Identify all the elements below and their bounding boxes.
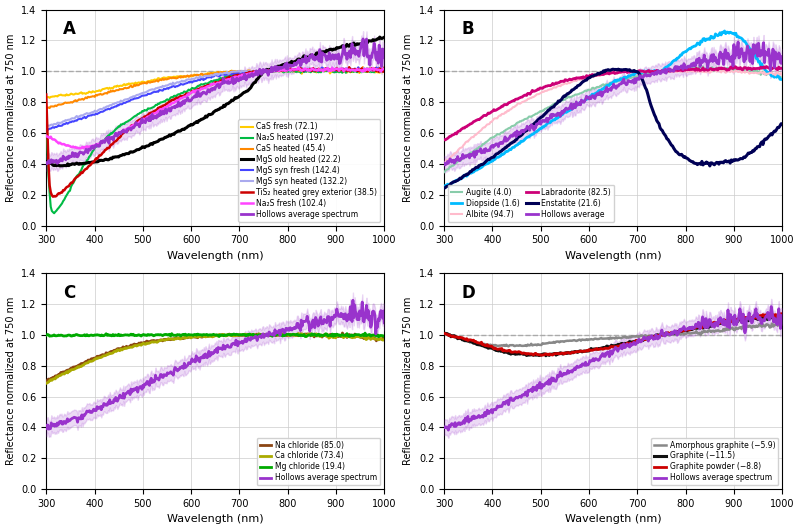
Y-axis label: Reflectance normalized at 750 nm: Reflectance normalized at 750 nm [403, 297, 414, 465]
Legend: CaS fresh (72.1), Na₂S heated (197.2), CaS heated (45.4), MgS old heated (22.2),: CaS fresh (72.1), Na₂S heated (197.2), C… [238, 119, 381, 222]
Y-axis label: Reflectance normalized at 750 nm: Reflectance normalized at 750 nm [6, 33, 15, 202]
Y-axis label: Reflectance normalized at 750 nm: Reflectance normalized at 750 nm [6, 297, 15, 465]
Y-axis label: Reflectance normalized at 750 nm: Reflectance normalized at 750 nm [403, 33, 414, 202]
Legend: Amorphous graphite (−5.9), Graphite (−11.5), Graphite powder (−8.8), Hollows ave: Amorphous graphite (−5.9), Graphite (−11… [651, 437, 778, 485]
X-axis label: Wavelength (nm): Wavelength (nm) [167, 515, 263, 525]
X-axis label: Wavelength (nm): Wavelength (nm) [565, 515, 662, 525]
X-axis label: Wavelength (nm): Wavelength (nm) [167, 251, 263, 261]
Text: D: D [461, 284, 474, 302]
Text: C: C [63, 284, 75, 302]
Legend: Na chloride (85.0), Ca chloride (73.4), Mg chloride (19.4), Hollows average spec: Na chloride (85.0), Ca chloride (73.4), … [257, 437, 381, 485]
Text: A: A [63, 20, 76, 38]
X-axis label: Wavelength (nm): Wavelength (nm) [565, 251, 662, 261]
Legend: Augite (4.0), Diopside (1.6), Albite (94.7), Labradorite (82.5), Enstatite (21.6: Augite (4.0), Diopside (1.6), Albite (94… [448, 185, 614, 222]
Text: B: B [461, 20, 474, 38]
